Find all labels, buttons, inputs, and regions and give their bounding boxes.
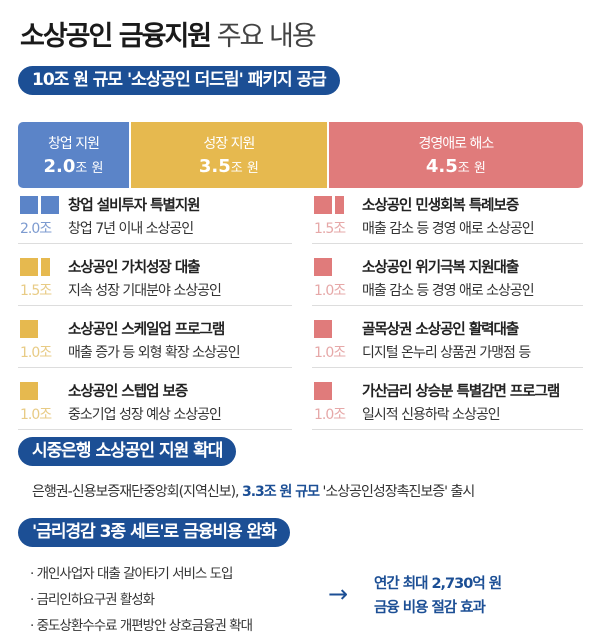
amount-squares: [314, 382, 332, 400]
program-desc: 매출 감소 등 경영 애로 소상공인: [362, 221, 535, 237]
bank-text-post: '소상공인성장촉진보증' 출시: [319, 484, 475, 500]
amount-squares: [314, 258, 332, 276]
segment-name: 경영애로 해소: [418, 136, 495, 152]
program-amount: 1.0조: [314, 407, 346, 423]
segment-name: 창업 지원: [48, 136, 100, 152]
segment-unit: 조 원: [75, 161, 104, 176]
program-title: 골목상권 소상공인 활력대출: [362, 322, 519, 338]
title-bold: 소상공인 금융지원: [20, 21, 212, 52]
segment-value: 2.0조 원: [18, 156, 129, 177]
program-desc: 창업 7년 이내 소상공인: [68, 221, 194, 237]
program-desc: 디지털 온누리 상품권 가맹점 등: [362, 345, 531, 361]
program-amount: 1.0조: [20, 345, 52, 361]
savings-line: 연간 최대 2,730억 원: [374, 576, 502, 592]
title-light: 주요 내용: [216, 21, 317, 52]
square-icon: [41, 196, 59, 214]
square-icon: [314, 196, 332, 214]
square-icon: [314, 382, 332, 400]
program-item: 창업 설비투자 특별지원 2.0조 창업 7년 이내 소상공인: [18, 182, 292, 244]
amount-squares: [20, 382, 38, 400]
program-title: 소상공인 스텝업 보증: [68, 384, 188, 400]
segment-value: 3.5조 원: [131, 156, 327, 177]
section-header-banks: 시중은행 소상공인 지원 확대: [18, 437, 237, 466]
segment-amount: 3.5: [198, 156, 231, 177]
section-header-rate-reduction: '금리경감 3종 세트'로 금융비용 완화: [18, 518, 290, 547]
program-item: 소상공인 가치성장 대출 1.5조 지속 성장 기대분야 소상공인: [18, 244, 292, 306]
program-title: 소상공인 민생회복 특례보증: [362, 198, 519, 214]
program-amount: 1.0조: [314, 345, 346, 361]
program-item: 소상공인 스케일업 프로그램 1.0조 매출 증가 등 외형 확장 소상공인: [18, 306, 292, 368]
square-icon: [20, 382, 38, 400]
savings-line: 금융 비용 절감 효과: [374, 600, 486, 616]
square-icon: [20, 258, 38, 276]
program-item: 소상공인 위기극복 지원대출 1.0조 매출 감소 등 경영 애로 소상공인: [312, 244, 583, 306]
program-item: 소상공인 스텝업 보증 1.0조 중소기업 성장 예상 소상공인: [18, 368, 292, 430]
bank-text-highlight: 3.3조 원 규모: [241, 484, 320, 500]
program-desc: 매출 감소 등 경영 애로 소상공인: [362, 283, 535, 299]
half-square-icon: [41, 258, 50, 276]
section-header-package: 10조 원 규모 '소상공인 더드림' 패키지 공급: [18, 66, 340, 95]
bullet-item: · 중도상환수수료 개편방안 상호금융권 확대: [30, 618, 253, 634]
bank-support-text: 은행권-신용보증재단중앙회(지역신보), 3.3조 원 규모 '소상공인성장촉진…: [32, 481, 475, 501]
segment-unit: 조 원: [457, 161, 486, 176]
amount-squares: [20, 196, 59, 214]
program-amount: 2.0조: [20, 221, 52, 237]
program-desc: 중소기업 성장 예상 소상공인: [68, 407, 222, 423]
program-amount: 1.0조: [314, 283, 346, 299]
program-desc: 매출 증가 등 외형 확장 소상공인: [68, 345, 241, 361]
bullet-item: · 금리인하요구권 활성화: [30, 592, 155, 608]
half-square-icon: [335, 196, 344, 214]
program-title: 창업 설비투자 특별지원: [68, 198, 200, 214]
bullet-text: 중도상환수수료 개편방안 상호금융권 확대: [36, 618, 253, 634]
segment-name: 성장 지원: [203, 136, 255, 152]
segment-value: 4.5조 원: [329, 156, 583, 177]
square-icon: [314, 258, 332, 276]
amount-squares: [20, 258, 50, 276]
page-title: 소상공인 금융지원 주요 내용: [20, 14, 317, 53]
program-amount: 1.0조: [20, 407, 52, 423]
bullet-text: 개인사업자 대출 갈아타기 서비스 도입: [36, 566, 234, 582]
program-title: 소상공인 스케일업 프로그램: [68, 322, 225, 338]
amount-squares: [20, 320, 38, 338]
program-title: 소상공인 위기극복 지원대출: [362, 260, 519, 276]
bullet-item: · 개인사업자 대출 갈아타기 서비스 도입: [30, 566, 234, 582]
segment-unit: 조 원: [230, 161, 259, 176]
segment-amount: 2.0: [43, 156, 76, 177]
bar-segment: 경영애로 해소 4.5조 원: [328, 122, 583, 188]
arrow-right-icon: →: [328, 580, 349, 608]
amount-squares: [314, 196, 344, 214]
program-amount: 1.5조: [314, 221, 346, 237]
bank-text-pre: 은행권-신용보증재단중앙회(지역신보),: [32, 484, 242, 500]
program-item: 가산금리 상승분 특별감면 프로그램 1.0조 일시적 신용하락 소상공인: [312, 368, 583, 430]
bar-segment: 창업 지원 2.0조 원: [18, 122, 131, 188]
program-desc: 일시적 신용하락 소상공인: [362, 407, 501, 423]
square-icon: [20, 196, 38, 214]
support-breakdown-bar: 창업 지원 2.0조 원 성장 지원 3.5조 원 경영애로 해소 4.5조 원: [18, 122, 583, 188]
program-title: 소상공인 가치성장 대출: [68, 260, 200, 276]
segment-amount: 4.5: [425, 156, 458, 177]
program-item: 골목상권 소상공인 활력대출 1.0조 디지털 온누리 상품권 가맹점 등: [312, 306, 583, 368]
program-desc: 지속 성장 기대분야 소상공인: [68, 283, 222, 299]
amount-squares: [314, 320, 332, 338]
program-title: 가산금리 상승분 특별감면 프로그램: [362, 384, 560, 400]
program-item: 소상공인 민생회복 특례보증 1.5조 매출 감소 등 경영 애로 소상공인: [312, 182, 583, 244]
bar-segment: 성장 지원 3.5조 원: [131, 122, 329, 188]
square-icon: [20, 320, 38, 338]
program-amount: 1.5조: [20, 283, 52, 299]
square-icon: [314, 320, 332, 338]
bullet-text: 금리인하요구권 활성화: [36, 592, 155, 608]
